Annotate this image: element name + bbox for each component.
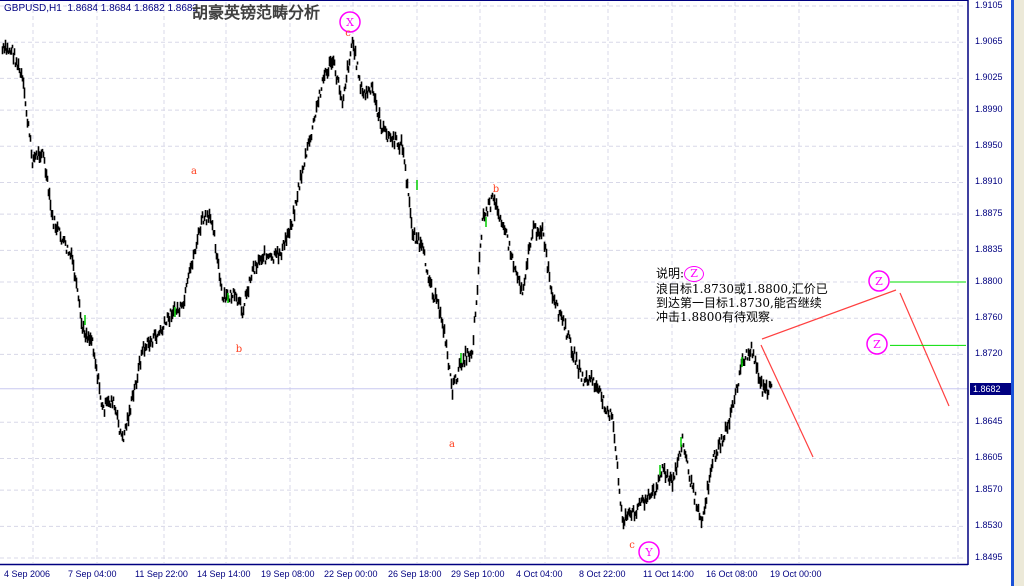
window-frame — [1014, 0, 1024, 586]
chart-title: 胡豪英镑范畴分析 — [192, 3, 321, 22]
projection-line — [899, 292, 950, 407]
x-tick-label: 7 Sep 04:00 — [68, 569, 117, 579]
note-prefix: 说明: — [656, 266, 685, 281]
y-tick-label: 1.8570 — [975, 484, 1003, 495]
wave-label-text: Z — [875, 275, 883, 288]
x-tick-label: 4 Sep 2006 — [4, 569, 51, 579]
wave-label-circled: Z — [866, 333, 888, 355]
y-tick-label: 1.8760 — [975, 312, 1003, 323]
wave-label-text: X — [346, 16, 354, 29]
x-tick-label: 29 Sep 10:00 — [451, 569, 505, 579]
note-wave-badge: Z — [684, 266, 705, 282]
wave-label-circled: X — [339, 11, 361, 33]
symbol-header: GBPUSD,H1 1.8684 1.8684 1.8682 1.8682 — [4, 3, 198, 14]
wave-label-minor: a — [449, 439, 455, 450]
x-tick-label: 4 Oct 04:00 — [516, 569, 563, 579]
projection-lines — [760, 281, 966, 458]
x-tick-label: 19 Oct 00:00 — [770, 569, 822, 579]
x-tick-label: 11 Sep 22:00 — [135, 569, 188, 579]
y-tick-label: 1.8605 — [975, 452, 1003, 463]
x-tick-label: 19 Sep 08:00 — [261, 569, 315, 579]
window-scrollbar[interactable] — [1011, 0, 1014, 586]
y-tick-label: 1.8645 — [975, 416, 1003, 427]
grid — [0, 2, 966, 563]
y-tick-label: 1.8800 — [975, 276, 1003, 286]
x-tick-label: 8 Oct 22:00 — [579, 569, 626, 579]
analysis-note: 说明: Z 浪目标1.8730或1.8800,汇价已 到达第一目标1.8730,能… — [656, 266, 828, 324]
wave-label-text: Y — [644, 546, 653, 559]
y-tick-label: 1.9025 — [975, 72, 1003, 83]
wave-label-minor: b — [236, 344, 242, 355]
wave-label-circled: Y — [638, 541, 660, 563]
note-line-3: 到达第一目标1.8730,能否继续 — [656, 296, 822, 310]
y-tick-label: 1.9065 — [975, 36, 1003, 47]
wave-circle — [638, 541, 660, 563]
price-series — [1, 36, 773, 530]
note-line-2: 浪目标1.8730或1.8800,汇价已 — [656, 282, 828, 296]
y-tick-label: 1.8990 — [975, 104, 1003, 115]
projection-line — [760, 344, 814, 458]
wave-label-minor: c — [345, 28, 351, 39]
y-tick-label: 1.8495 — [975, 552, 1003, 562]
wave-label-minor: a — [191, 166, 197, 177]
y-tick-label: 1.8530 — [975, 520, 1003, 531]
wave-label-text: Z — [873, 338, 881, 351]
y-tick-label: 1.9105 — [975, 0, 1003, 10]
price-bars — [1, 36, 773, 530]
x-tick-label: 14 Sep 14:00 — [197, 569, 251, 579]
x-tick-label: 16 Oct 08:00 — [706, 569, 758, 579]
projection-line — [761, 289, 897, 340]
y-tick-label: 1.8720 — [975, 348, 1003, 359]
wave-circle — [868, 270, 890, 292]
x-tick-label: 26 Sep 18:00 — [388, 569, 442, 579]
current-price-label: 1.8682 — [970, 383, 1014, 395]
wave-label-minor: c — [629, 540, 635, 551]
x-tick-label: 11 Oct 14:00 — [643, 569, 694, 579]
y-tick-label: 1.8910 — [975, 176, 1003, 187]
y-tick-label: 1.8950 — [975, 140, 1003, 151]
y-tick-label: 1.8875 — [975, 208, 1003, 219]
wave-label-circled: Z — [868, 270, 890, 292]
wave-circle — [339, 11, 361, 33]
symbol-label: GBPUSD,H1 — [4, 3, 62, 14]
wave-label-minor: b — [493, 184, 499, 195]
x-tick-label: 22 Sep 00:00 — [324, 569, 378, 579]
ohlc-values: 1.8684 1.8684 1.8682 1.8682 — [67, 3, 199, 14]
y-tick-label: 1.8835 — [975, 244, 1003, 255]
wave-circle — [866, 333, 888, 355]
note-line-4: 冲击1.8800有待观察. — [656, 310, 774, 324]
